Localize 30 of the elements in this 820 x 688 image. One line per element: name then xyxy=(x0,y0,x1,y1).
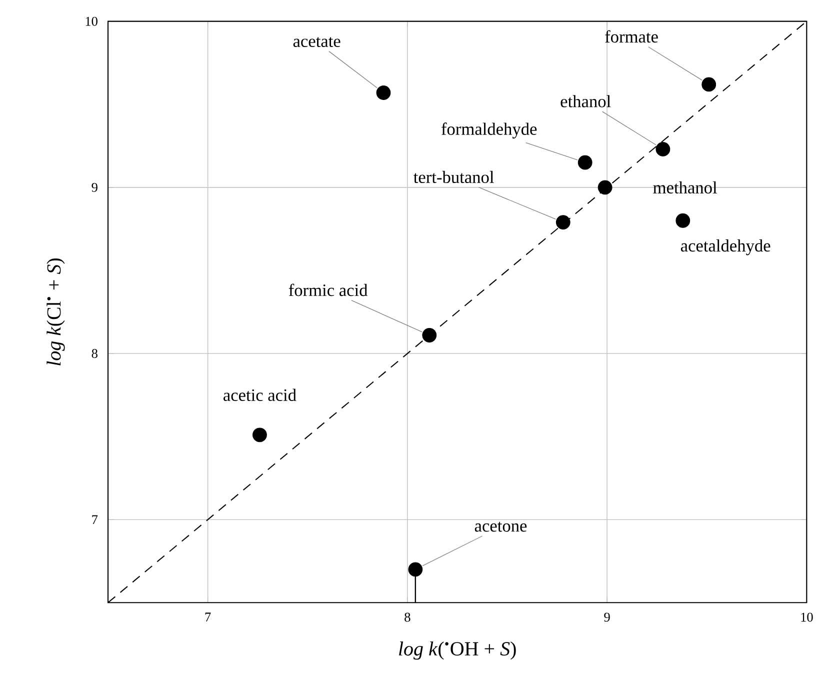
annotation: ethanol xyxy=(560,95,611,108)
x-tick-label: 10 xyxy=(801,612,813,622)
point xyxy=(408,562,423,577)
point xyxy=(598,180,612,195)
x-tick-label: 7 xyxy=(205,612,211,622)
y-tick-label: 8 xyxy=(92,349,98,358)
point xyxy=(422,328,437,342)
point xyxy=(556,215,570,230)
y-tick-label: 9 xyxy=(92,182,98,192)
annotation: formic acid xyxy=(288,284,368,296)
annotation: formaldehyde xyxy=(442,122,537,138)
y-tick-label: 7 xyxy=(92,515,98,524)
point xyxy=(578,155,592,170)
y-tick-label: 10 xyxy=(86,16,98,26)
annotation: methanol xyxy=(653,181,717,194)
y-axis-title: log k(Cl$^{•}$ + S) xyxy=(46,258,65,366)
point xyxy=(376,86,391,100)
annotation: acetaldehyde xyxy=(680,239,770,256)
annotation: acetone xyxy=(474,522,527,532)
annotation: tert-butanol xyxy=(414,170,494,184)
annotation: formate xyxy=(605,30,658,43)
point xyxy=(252,428,267,442)
point xyxy=(676,213,690,228)
x-axis-title: log k($^{•}$OH + S) xyxy=(399,642,516,660)
x-tick-label: 8 xyxy=(404,612,410,622)
annotation: acetic acid xyxy=(224,388,296,401)
x-tick-label: 9 xyxy=(604,612,610,622)
point xyxy=(702,77,716,92)
annotation: acetate xyxy=(293,37,340,48)
point xyxy=(656,142,670,156)
